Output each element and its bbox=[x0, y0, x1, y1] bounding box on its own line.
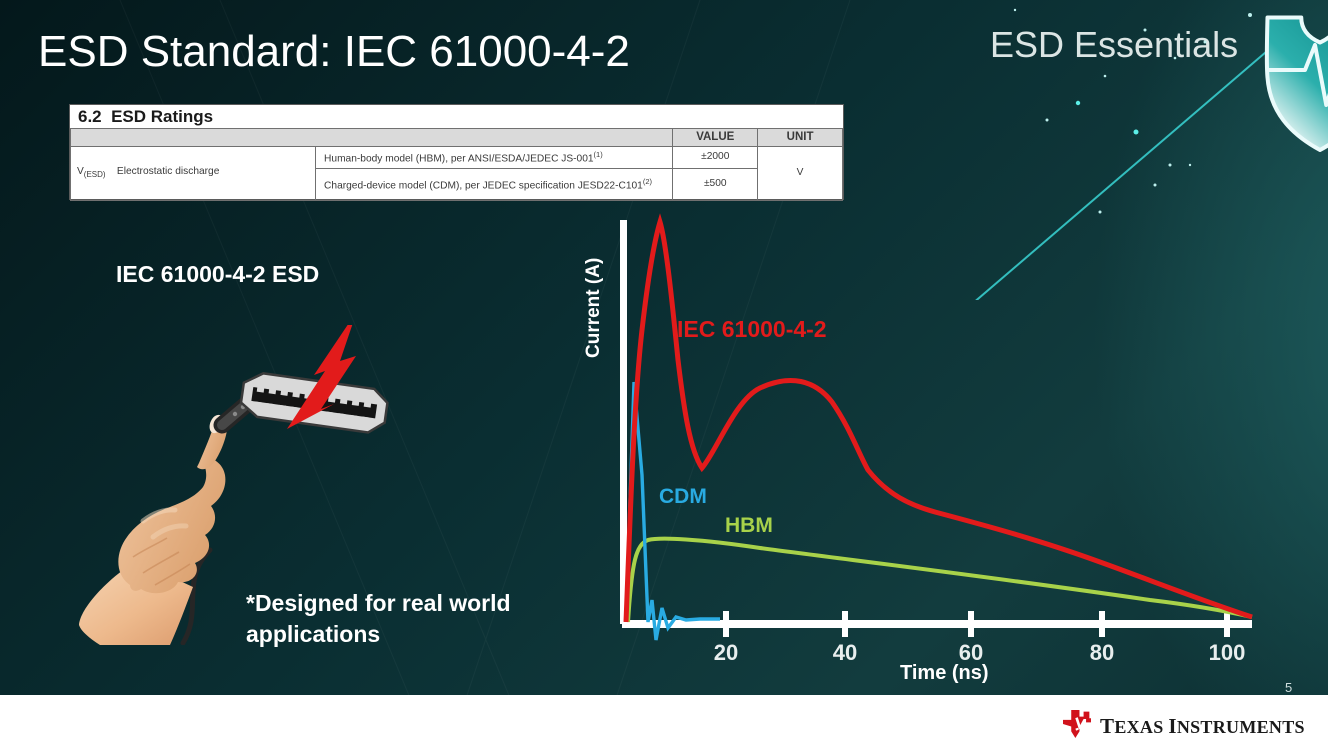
svg-text:CDM: CDM bbox=[659, 485, 707, 508]
svg-text:100: 100 bbox=[1209, 640, 1246, 665]
svg-text:80: 80 bbox=[1090, 640, 1114, 665]
svg-text:40: 40 bbox=[833, 640, 857, 665]
svg-text:20: 20 bbox=[714, 640, 738, 665]
svg-text:HBM: HBM bbox=[725, 514, 773, 537]
svg-text:IEC 61000-4-2: IEC 61000-4-2 bbox=[677, 316, 827, 342]
svg-text:60: 60 bbox=[959, 640, 983, 665]
